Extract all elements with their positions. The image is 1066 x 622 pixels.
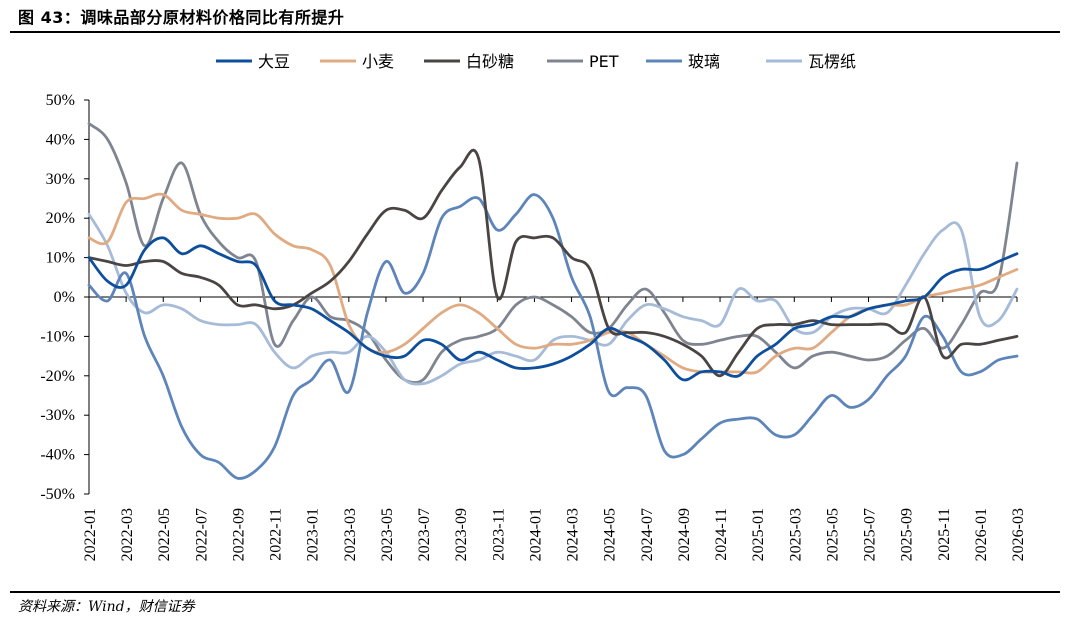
figure-title: 图 43：调味品部分原材料价格同比有所提升: [18, 8, 345, 27]
legend-label: 白砂糖: [466, 52, 514, 71]
x-tick-label: 2026-03: [1010, 508, 1027, 561]
y-tick-label: 50%: [46, 92, 75, 109]
series-line-1: [87, 236, 1019, 382]
x-tick-label: 2025-01: [750, 508, 767, 561]
y-tick-label: 20%: [46, 210, 75, 227]
y-tick-label: 0%: [54, 289, 75, 306]
x-tick-label: 2022-09: [230, 508, 247, 561]
x-tick-label: 2022-11: [268, 508, 285, 561]
x-tick-label: 2024-11: [713, 508, 730, 561]
x-tick-label: 2024-03: [565, 508, 582, 561]
x-tick-label: 2024-01: [527, 508, 544, 561]
legend-label: 大豆: [258, 52, 290, 71]
y-tick-label: -10%: [40, 328, 75, 345]
x-tick-label: 2024-09: [676, 508, 693, 561]
x-tick-label: 2022-03: [119, 508, 136, 561]
x-tick-label: 2023-03: [342, 508, 359, 561]
x-tick-label: 2023-01: [305, 508, 322, 561]
x-tick-label: 2026-01: [973, 508, 990, 561]
series-line-3: [87, 149, 1019, 378]
y-tick-label: 40%: [46, 131, 75, 148]
x-tick-label: 2022-07: [193, 508, 210, 561]
legend-label: PET: [589, 52, 619, 71]
y-tick-label: 10%: [46, 250, 75, 267]
line-chart: 大豆 小麦 白砂糖 PET 玻璃 瓦楞纸 50% 40% 30% 20% 10% 0% -10% -20…: [40, 52, 1027, 561]
legend-label: 瓦楞纸: [808, 52, 856, 71]
x-tick-label: 2022-05: [156, 508, 173, 561]
y-tick-label: -30%: [40, 407, 75, 424]
y-tick-label: -50%: [40, 486, 75, 503]
y-tick-label: 30%: [46, 171, 75, 188]
legend-label: 小麦: [362, 52, 394, 71]
legend-label: 玻璃: [688, 52, 720, 71]
chart-legend: 大豆 小麦 白砂糖 PET 玻璃 瓦楞纸: [216, 52, 856, 71]
x-tick-label: 2023-07: [416, 508, 433, 561]
x-tick-label: 2022-01: [82, 508, 99, 561]
x-tick-label: 2024-07: [639, 508, 656, 561]
series-line-4: [87, 122, 1019, 385]
x-tick-label: 2023-11: [490, 508, 507, 561]
bottom-rule: [10, 591, 1060, 593]
y-tick-label: -40%: [40, 447, 75, 464]
x-tick-label: 2025-07: [862, 508, 879, 561]
top-rule: [10, 31, 1060, 33]
x-tick-label: 2025-03: [787, 508, 804, 561]
x-tick-label: 2023-09: [453, 508, 470, 561]
series-line-5: [87, 193, 1019, 480]
chart-axes: 50% 40% 30% 20% 10% 0% -10% -20% -30% -40% -50% 202…: [40, 92, 1027, 561]
x-tick-label: 2024-05: [602, 508, 619, 561]
x-tick-label: 2025-05: [824, 508, 841, 561]
x-tick-label: 2025-09: [899, 508, 916, 561]
y-tick-label: -20%: [40, 368, 75, 385]
x-tick-label: 2023-05: [379, 508, 396, 561]
chart-series-lines: [87, 122, 1019, 480]
x-tick-label: 2025-11: [936, 508, 953, 561]
source-note: 资料来源：Wind，财信证券: [18, 599, 195, 615]
